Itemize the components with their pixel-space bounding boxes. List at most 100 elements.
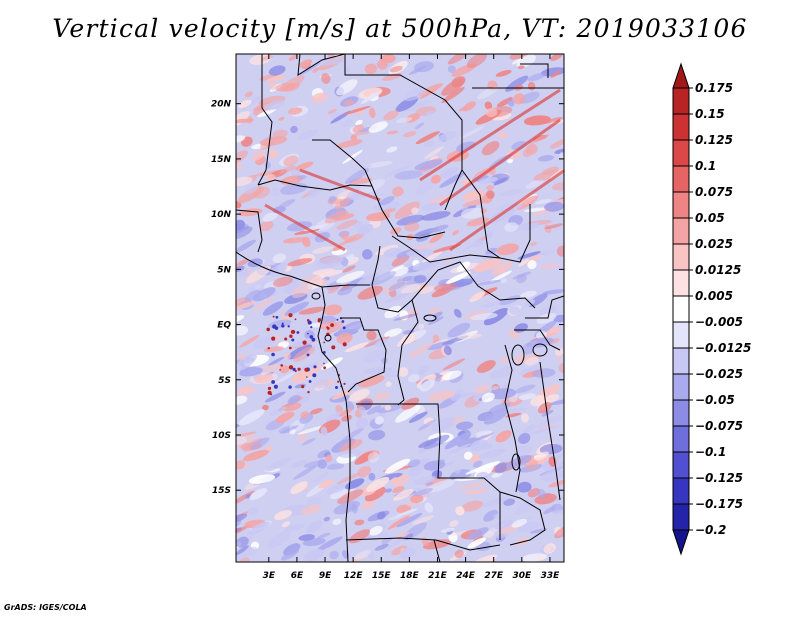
field-speck bbox=[326, 326, 329, 329]
field-patch bbox=[239, 335, 260, 348]
colorbar-label: 0.075 bbox=[695, 185, 733, 199]
field-patch bbox=[362, 499, 376, 510]
field-patch bbox=[366, 330, 377, 341]
colorbar-label: −0.125 bbox=[695, 471, 743, 485]
field-patch bbox=[321, 73, 331, 84]
field-patch bbox=[520, 290, 537, 299]
field-patch bbox=[408, 411, 428, 423]
field-patch bbox=[336, 79, 358, 96]
colorbar-bin bbox=[672, 217, 690, 245]
colorbar-label: 0.125 bbox=[695, 133, 733, 147]
field-patch bbox=[423, 434, 450, 450]
lat-label: 10N bbox=[211, 210, 232, 220]
field-patch bbox=[248, 474, 276, 484]
field-speck bbox=[337, 380, 340, 383]
field-patch bbox=[470, 313, 498, 321]
field-patch bbox=[272, 276, 293, 287]
field-patch bbox=[369, 525, 383, 536]
field-patch bbox=[518, 258, 530, 267]
field-patch bbox=[357, 466, 371, 478]
map-title: Vertical velocity [m/s] at 500hPa, VT: 2… bbox=[52, 14, 748, 43]
field-patch bbox=[505, 412, 522, 418]
field-patch bbox=[540, 67, 564, 77]
colorbar-bin bbox=[672, 191, 690, 219]
field-patch bbox=[393, 313, 419, 321]
field-patch bbox=[540, 469, 564, 482]
field-patch bbox=[236, 258, 250, 268]
field-patch bbox=[238, 353, 246, 361]
field-patch bbox=[518, 521, 541, 532]
field-patch bbox=[252, 296, 275, 312]
field-speck bbox=[288, 385, 292, 389]
colorbar-label: 0.05 bbox=[695, 211, 725, 225]
field-patch bbox=[236, 135, 246, 143]
field-patch bbox=[394, 201, 420, 219]
field-patch bbox=[268, 262, 282, 270]
field-patch bbox=[474, 385, 490, 394]
lon-label: 3E bbox=[263, 571, 276, 581]
field-speck bbox=[291, 329, 296, 334]
field-patch bbox=[284, 352, 291, 360]
field-patch bbox=[424, 110, 436, 116]
colorbar-label: −0.075 bbox=[695, 419, 743, 433]
field-patch bbox=[236, 111, 251, 128]
field-patch bbox=[485, 107, 498, 118]
field-speck bbox=[284, 337, 288, 341]
field-patch bbox=[236, 301, 256, 310]
field-patch bbox=[424, 146, 444, 160]
colorbar-cap-bottom bbox=[672, 529, 690, 556]
field-patch bbox=[340, 427, 365, 443]
field-speck bbox=[307, 332, 309, 335]
field-patch bbox=[428, 308, 441, 314]
field-speck bbox=[266, 327, 271, 332]
field-patch bbox=[268, 79, 276, 91]
lon-label: 6E bbox=[291, 571, 304, 581]
field-patch bbox=[403, 100, 431, 112]
field-patch bbox=[366, 476, 390, 493]
lat-label: EQ bbox=[217, 321, 231, 331]
field-speck bbox=[323, 341, 326, 344]
field-patch bbox=[469, 291, 486, 302]
field-patch bbox=[415, 131, 440, 145]
field-patch bbox=[238, 268, 250, 278]
field-speck bbox=[288, 365, 294, 370]
border-line bbox=[520, 63, 549, 78]
field-patch bbox=[442, 358, 466, 371]
border-line bbox=[345, 537, 501, 551]
field-patch bbox=[350, 134, 358, 141]
field-patch bbox=[302, 237, 311, 247]
field-patch bbox=[327, 285, 340, 294]
border-line bbox=[257, 179, 373, 191]
field-patch bbox=[529, 241, 538, 247]
field-patch bbox=[385, 381, 392, 387]
field-patch bbox=[341, 414, 352, 422]
field-patch bbox=[544, 460, 564, 472]
field-speck bbox=[336, 318, 339, 321]
field-patch bbox=[499, 356, 510, 363]
field-speck bbox=[342, 342, 347, 347]
field-patch bbox=[533, 337, 554, 348]
field-speck bbox=[307, 320, 312, 325]
field-patch bbox=[537, 401, 552, 414]
field-speck bbox=[330, 323, 334, 327]
field-patch bbox=[457, 333, 482, 340]
field-patch bbox=[243, 184, 259, 195]
field-patch bbox=[408, 468, 423, 477]
field-patch bbox=[517, 65, 525, 69]
field-patch bbox=[513, 93, 525, 105]
field-patch bbox=[392, 486, 405, 494]
field-speck bbox=[304, 367, 309, 372]
field-patch bbox=[530, 395, 547, 407]
field-patch bbox=[246, 521, 271, 536]
field-patch bbox=[454, 466, 461, 474]
border-line bbox=[371, 245, 536, 313]
field-patch bbox=[329, 550, 339, 560]
field-patch bbox=[336, 321, 363, 338]
field-patch bbox=[441, 78, 465, 96]
field-patch bbox=[342, 265, 356, 273]
field-band bbox=[264, 203, 346, 252]
field-patch bbox=[262, 404, 269, 411]
field-speck bbox=[306, 376, 308, 378]
field-patch bbox=[428, 195, 455, 205]
